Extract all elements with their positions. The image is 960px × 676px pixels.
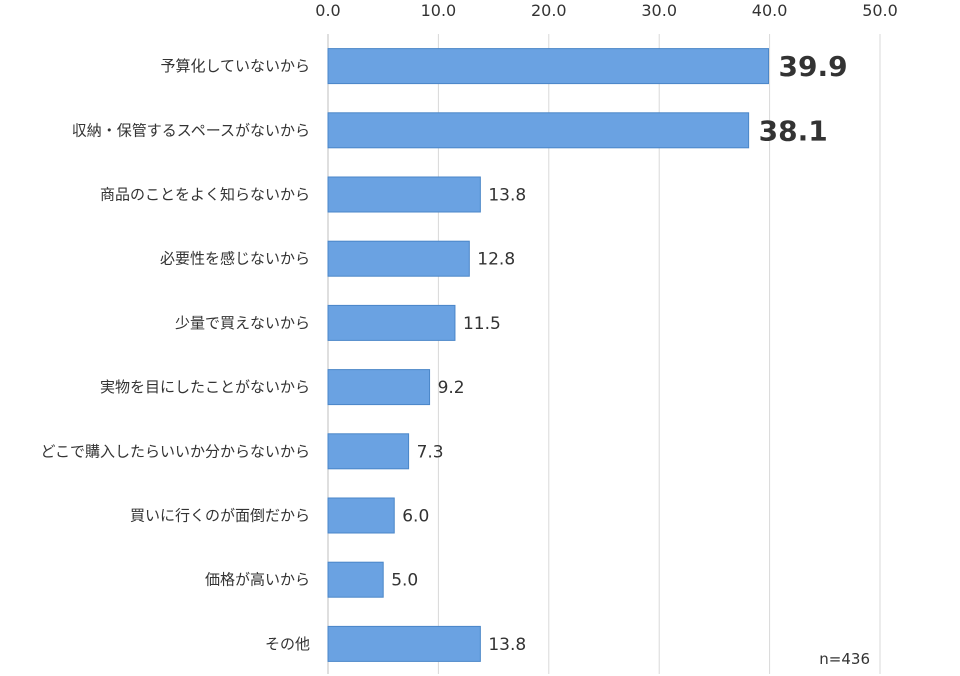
value-label: 7.3 <box>417 442 444 462</box>
category-label: どこで購入したらいいか分からないから <box>40 442 310 460</box>
bar <box>327 304 456 341</box>
value-label: 13.8 <box>488 635 526 655</box>
value-label: 39.9 <box>778 50 847 83</box>
category-label: 買いに行くのが面倒だから <box>130 507 310 525</box>
value-label: 5.0 <box>391 571 418 591</box>
category-label: 商品のことをよく知らないから <box>100 186 310 204</box>
value-label: 6.0 <box>402 507 429 527</box>
x-tick-label: 0.0 <box>315 1 340 20</box>
category-label: その他 <box>265 635 310 653</box>
bar <box>327 240 470 277</box>
value-label: 9.2 <box>438 378 465 398</box>
bar <box>327 497 395 534</box>
bars-layer <box>327 48 769 662</box>
category-label: 必要性を感じないから <box>160 250 310 268</box>
bar <box>327 625 481 662</box>
x-tick-label: 50.0 <box>862 1 898 20</box>
value-label: 38.1 <box>759 114 828 147</box>
value-labels: 39.9 38.1 13.8 12.8 11.5 9.2 7.3 6.0 5.0 13.8 <box>391 50 847 655</box>
x-tick-label: 20.0 <box>531 1 567 20</box>
bar <box>327 48 769 85</box>
sample-size-note: n=436 <box>819 650 870 668</box>
bar <box>327 561 384 598</box>
category-label: 収納・保管するスペースがないから <box>72 121 310 139</box>
bar <box>327 176 481 213</box>
x-tick-label: 30.0 <box>641 1 677 20</box>
x-axis-ticks: 0.0 10.0 20.0 30.0 40.0 50.0 <box>315 1 898 20</box>
x-tick-label: 10.0 <box>421 1 457 20</box>
bar <box>327 369 431 406</box>
bar <box>327 112 750 149</box>
value-label: 13.8 <box>488 186 526 206</box>
category-label: 少量で買えないから <box>175 314 310 332</box>
category-label: 実物を目にしたことがないから <box>100 378 310 396</box>
x-tick-label: 40.0 <box>752 1 788 20</box>
category-labels: 予算化していないから収納・保管するスペースがないから商品のことをよく知らないから… <box>40 57 310 653</box>
value-label: 12.8 <box>477 250 515 270</box>
bar <box>327 433 410 470</box>
value-label: 11.5 <box>463 314 501 334</box>
category-label: 予算化していないから <box>160 57 310 75</box>
category-label: 価格が高いから <box>205 571 310 589</box>
